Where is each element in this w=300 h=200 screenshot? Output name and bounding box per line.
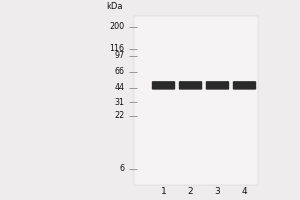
Text: 66: 66 — [115, 67, 124, 76]
Text: 6: 6 — [119, 164, 124, 173]
Text: 22: 22 — [114, 111, 124, 120]
Text: 97: 97 — [114, 51, 124, 60]
Text: kDa: kDa — [106, 2, 123, 11]
FancyBboxPatch shape — [233, 81, 256, 90]
FancyBboxPatch shape — [152, 81, 175, 90]
Text: 31: 31 — [115, 98, 124, 107]
Text: 116: 116 — [110, 44, 124, 53]
Text: 2: 2 — [188, 188, 193, 196]
Text: 200: 200 — [110, 22, 124, 31]
FancyBboxPatch shape — [206, 81, 229, 90]
Text: 4: 4 — [242, 188, 247, 196]
Text: 1: 1 — [160, 188, 166, 196]
FancyBboxPatch shape — [179, 81, 202, 90]
FancyBboxPatch shape — [134, 16, 258, 185]
Text: 44: 44 — [115, 83, 124, 92]
Text: 3: 3 — [214, 188, 220, 196]
